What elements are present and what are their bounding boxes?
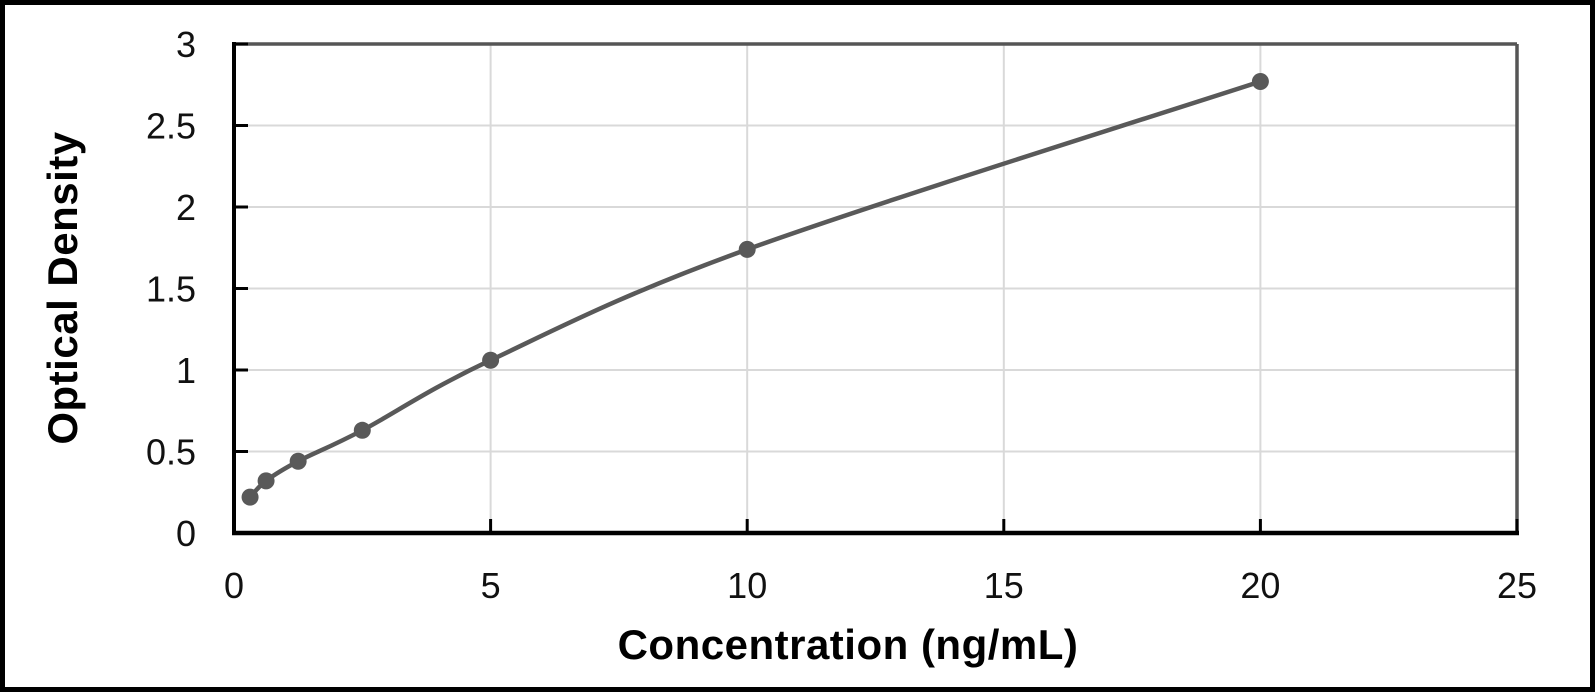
y-tick-label: 0	[176, 513, 196, 554]
x-axis-title: Concentration (ng/mL)	[617, 621, 1079, 668]
y-tick-label: 3	[176, 24, 196, 65]
y-tick-label: 1.5	[146, 269, 196, 310]
data-point-marker	[738, 240, 756, 258]
data-point-marker	[289, 452, 307, 470]
x-tick-label: 20	[1240, 565, 1280, 606]
data-point-marker	[257, 472, 275, 490]
x-tick-label: 10	[727, 565, 767, 606]
x-tick-label: 25	[1497, 565, 1537, 606]
data-point-marker	[353, 421, 371, 439]
x-tick-label: 15	[984, 565, 1024, 606]
y-tick-label: 0.5	[146, 432, 196, 473]
y-tick-label: 2	[176, 187, 196, 228]
y-tick-label: 1	[176, 350, 196, 391]
y-axis-title: Optical Density	[39, 131, 86, 445]
data-point-marker	[241, 488, 259, 506]
x-tick-label: 0	[224, 565, 244, 606]
data-point-marker	[482, 351, 500, 369]
data-point-marker	[1251, 72, 1269, 90]
x-tick-label: 5	[481, 565, 501, 606]
y-tick-label: 2.5	[146, 106, 196, 147]
